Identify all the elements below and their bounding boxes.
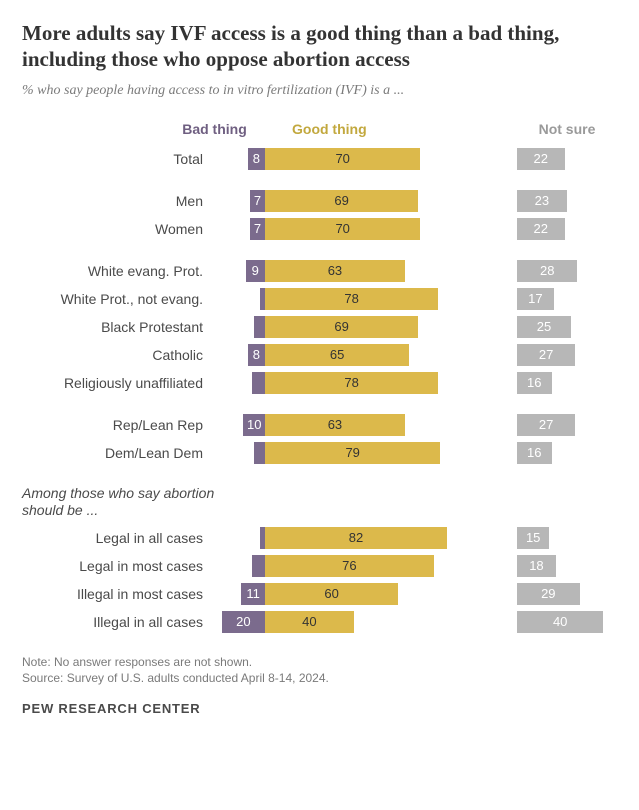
row-label: Illegal in all cases: [22, 614, 211, 630]
legend-good: Good thing: [252, 121, 517, 137]
chart-row: Illegal in most cases 1160 29: [22, 580, 617, 608]
bar-notsure: 25: [517, 316, 571, 338]
chart-subtitle: % who say people having access to in vit…: [22, 83, 617, 99]
row-label: Religiously unaffiliated: [22, 375, 211, 391]
bar-bad: 5: [254, 442, 265, 464]
bar-good: 69: [265, 190, 418, 212]
row-label: White evang. Prot.: [22, 263, 211, 279]
bar-bad: 6: [252, 555, 265, 577]
source-brand: PEW RESEARCH CENTER: [22, 701, 617, 716]
bar-bad: 20: [222, 611, 265, 633]
row-label: Women: [22, 221, 211, 237]
row-label: Legal in most cases: [22, 558, 211, 574]
row-label: Catholic: [22, 347, 211, 363]
bar-notsure: 28: [517, 260, 577, 282]
chart-row: White Prot., not evang. 78 17: [22, 285, 617, 313]
bar-bad: 11: [241, 583, 265, 605]
chart-row: Legal in most cases 676 18: [22, 552, 617, 580]
bar-good: 78: [265, 372, 438, 394]
row-label: Illegal in most cases: [22, 586, 211, 602]
chart-row: Women 770 22: [22, 215, 617, 243]
bar-notsure: 16: [517, 442, 552, 464]
bar-good: 82: [265, 527, 447, 549]
bar-good: 78: [265, 288, 438, 310]
legend-bad: Bad thing: [177, 121, 252, 137]
bar-good: 65: [265, 344, 409, 366]
row-label: Men: [22, 193, 211, 209]
chart-row: Legal in all cases 82 15: [22, 524, 617, 552]
bar-notsure: 29: [517, 583, 580, 605]
chart-row: Total 870 22: [22, 145, 617, 173]
bar-notsure: 15: [517, 527, 549, 549]
bar-good: 60: [265, 583, 398, 605]
chart-row: Catholic 865 27: [22, 341, 617, 369]
bar-notsure: 23: [517, 190, 567, 212]
row-label: Legal in all cases: [22, 530, 211, 546]
chart-row: White evang. Prot. 963 28: [22, 257, 617, 285]
chart-row: Men 769 23: [22, 187, 617, 215]
bar-good: 70: [265, 218, 420, 240]
bar-notsure: 27: [517, 344, 575, 366]
bar-bad: 8: [248, 148, 265, 170]
row-label: White Prot., not evang.: [22, 291, 211, 307]
bar-good: 70: [265, 148, 420, 170]
row-label: Black Protestant: [22, 319, 211, 335]
bar-good: 63: [265, 414, 405, 436]
bar-good: 69: [265, 316, 418, 338]
bar-bad: 9: [246, 260, 265, 282]
legend: Bad thing Good thing Not sure: [22, 121, 617, 137]
row-label: Dem/Lean Dem: [22, 445, 211, 461]
legend-notsure: Not sure: [517, 121, 617, 137]
row-label: Total: [22, 151, 211, 167]
note-line-1: Note: No answer responses are not shown.: [22, 654, 617, 671]
bar-bad: 8: [248, 344, 265, 366]
bar-notsure: 16: [517, 372, 552, 394]
bar-good: 40: [265, 611, 354, 633]
chart-row: Dem/Lean Dem 579 16: [22, 439, 617, 467]
chart-row: Black Protestant 569 25: [22, 313, 617, 341]
bar-good: 76: [265, 555, 434, 577]
group-heading: Among those who say abortion should be .…: [22, 481, 222, 524]
bar-bad: 10: [243, 414, 265, 436]
bar-good: 79: [265, 442, 440, 464]
note-line-2: Source: Survey of U.S. adults conducted …: [22, 670, 617, 687]
chart-title: More adults say IVF access is a good thi…: [22, 20, 617, 73]
bar-notsure: 27: [517, 414, 575, 436]
bar-notsure: 22: [517, 148, 565, 170]
bar-notsure: 40: [517, 611, 603, 633]
bar-bad: 7: [250, 190, 265, 212]
bar-notsure: 22: [517, 218, 565, 240]
chart-row: Religiously unaffiliated 678 16: [22, 369, 617, 397]
bar-notsure: 17: [517, 288, 554, 310]
chart-row: Rep/Lean Rep 1063 27: [22, 411, 617, 439]
chart-row: Illegal in all cases204040: [22, 608, 617, 636]
bar-bad: 7: [250, 218, 265, 240]
bar-bad: 5: [254, 316, 265, 338]
bar-notsure: 18: [517, 555, 556, 577]
bar-chart: Total87022Men76923Women77022White evang.…: [22, 145, 617, 636]
row-label: Rep/Lean Rep: [22, 417, 211, 433]
bar-good: 63: [265, 260, 405, 282]
bar-bad: 6: [252, 372, 265, 394]
